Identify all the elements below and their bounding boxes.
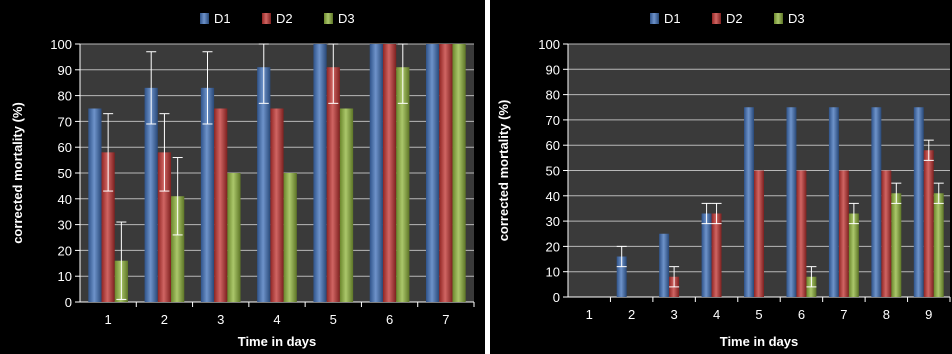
legend-label: D3 <box>788 11 805 26</box>
y-tick-label: 40 <box>58 192 72 207</box>
y-tick-label: 90 <box>546 62 560 77</box>
bar <box>339 108 354 302</box>
bar <box>313 44 327 302</box>
x-axis-title: Time in days <box>238 334 317 349</box>
legend-swatch <box>200 13 209 24</box>
x-tick-label: 7 <box>442 312 449 327</box>
bar <box>838 170 849 297</box>
bar <box>326 67 340 302</box>
y-tick-label: 60 <box>58 140 72 155</box>
y-tick-label: 20 <box>58 243 72 258</box>
bar <box>200 87 215 302</box>
legend-swatch <box>650 13 659 24</box>
bar <box>257 67 271 302</box>
legend-swatch <box>712 13 721 24</box>
legend-label: D1 <box>214 11 231 26</box>
bar <box>881 170 892 297</box>
x-tick-label: 4 <box>273 312 280 327</box>
y-tick-label: 80 <box>546 88 560 103</box>
bar <box>452 44 466 302</box>
bar <box>171 196 185 302</box>
bar <box>369 44 383 302</box>
y-tick-label: 100 <box>538 37 560 52</box>
chart-left: 0 10 20 30 40 50 60 70 80 90 100 1 2 3 4 5 6 7 D1 D2 D3 Time … <box>10 11 475 349</box>
bar <box>701 213 712 297</box>
bar <box>848 213 859 297</box>
x-tick-label: 5 <box>330 312 337 327</box>
bar <box>871 107 882 297</box>
bar <box>711 213 722 297</box>
y-tick-label: 10 <box>546 265 560 280</box>
x-tick-label: 4 <box>713 307 720 322</box>
x-tick-label: 6 <box>386 312 393 327</box>
y-tick-label: 80 <box>58 89 72 104</box>
y-tick-label: 20 <box>546 239 560 254</box>
x-tick-label: 2 <box>161 312 168 327</box>
y-tick-label: 70 <box>546 113 560 128</box>
y-tick-label: 10 <box>58 269 72 284</box>
legend-swatch <box>324 13 333 24</box>
y-tick-label: 100 <box>50 37 72 52</box>
bar <box>744 107 755 297</box>
y-tick-label: 30 <box>546 214 560 229</box>
legend-label: D3 <box>338 11 355 26</box>
bar <box>786 107 797 297</box>
x-tick-label: 1 <box>105 312 112 327</box>
x-tick-label: 6 <box>798 307 805 322</box>
bar <box>659 233 670 297</box>
chart-right: 0 10 20 30 40 50 60 70 80 90 100 1 2 3 4 5 6 7 8 9 D1 D2 D3 Tim… <box>496 11 951 349</box>
bar <box>933 193 944 297</box>
y-tick-label: 50 <box>58 166 72 181</box>
y-tick-label: 70 <box>58 114 72 129</box>
x-tick-label: 2 <box>628 307 635 322</box>
bar <box>144 87 158 302</box>
bar <box>913 107 924 297</box>
bar <box>270 108 284 302</box>
x-tick-label: 5 <box>755 307 762 322</box>
bar <box>214 108 228 302</box>
chart-panel-right: 0 10 20 30 40 50 60 70 80 90 100 1 2 3 4 5 6 7 8 9 D1 D2 D3 Tim… <box>490 0 952 354</box>
bar <box>88 108 102 302</box>
chart-panel-left: 0 10 20 30 40 50 60 70 80 90 100 1 2 3 4 5 6 7 D1 D2 D3 Time … <box>0 0 485 354</box>
bar <box>157 152 172 302</box>
x-tick-label: 3 <box>670 307 677 322</box>
bar <box>283 173 297 302</box>
bar <box>426 44 440 302</box>
legend-swatch <box>774 13 783 24</box>
y-axis-title: corrected mortality (%) <box>10 102 25 244</box>
bar <box>828 107 839 297</box>
bar <box>227 173 241 302</box>
y-tick-label: 50 <box>546 164 560 179</box>
bar <box>382 44 397 302</box>
bar <box>754 170 764 297</box>
bar <box>396 67 410 302</box>
y-tick-label: 90 <box>58 63 72 78</box>
legend-label: D2 <box>726 11 743 26</box>
x-tick-label: 7 <box>840 307 847 322</box>
y-axis-title: corrected mortality (%) <box>496 100 511 242</box>
y-tick-label: 60 <box>546 138 560 153</box>
bar <box>796 170 807 297</box>
x-tick-label: 9 <box>925 307 932 322</box>
y-tick-label: 40 <box>546 189 560 204</box>
legend-swatch <box>262 13 271 24</box>
bar <box>439 44 453 302</box>
x-axis-title: Time in days <box>720 334 799 349</box>
bar <box>923 150 934 297</box>
y-tick-label: 0 <box>65 295 72 310</box>
y-tick-label: 30 <box>58 218 72 233</box>
bar <box>616 256 627 297</box>
legend-label: D1 <box>664 11 681 26</box>
x-tick-label: 8 <box>883 307 890 322</box>
x-tick-label: 3 <box>217 312 224 327</box>
bar <box>891 193 902 297</box>
y-tick-label: 0 <box>553 290 560 305</box>
x-tick-label: 1 <box>586 307 593 322</box>
bar <box>101 152 115 302</box>
legend-label: D2 <box>276 11 293 26</box>
